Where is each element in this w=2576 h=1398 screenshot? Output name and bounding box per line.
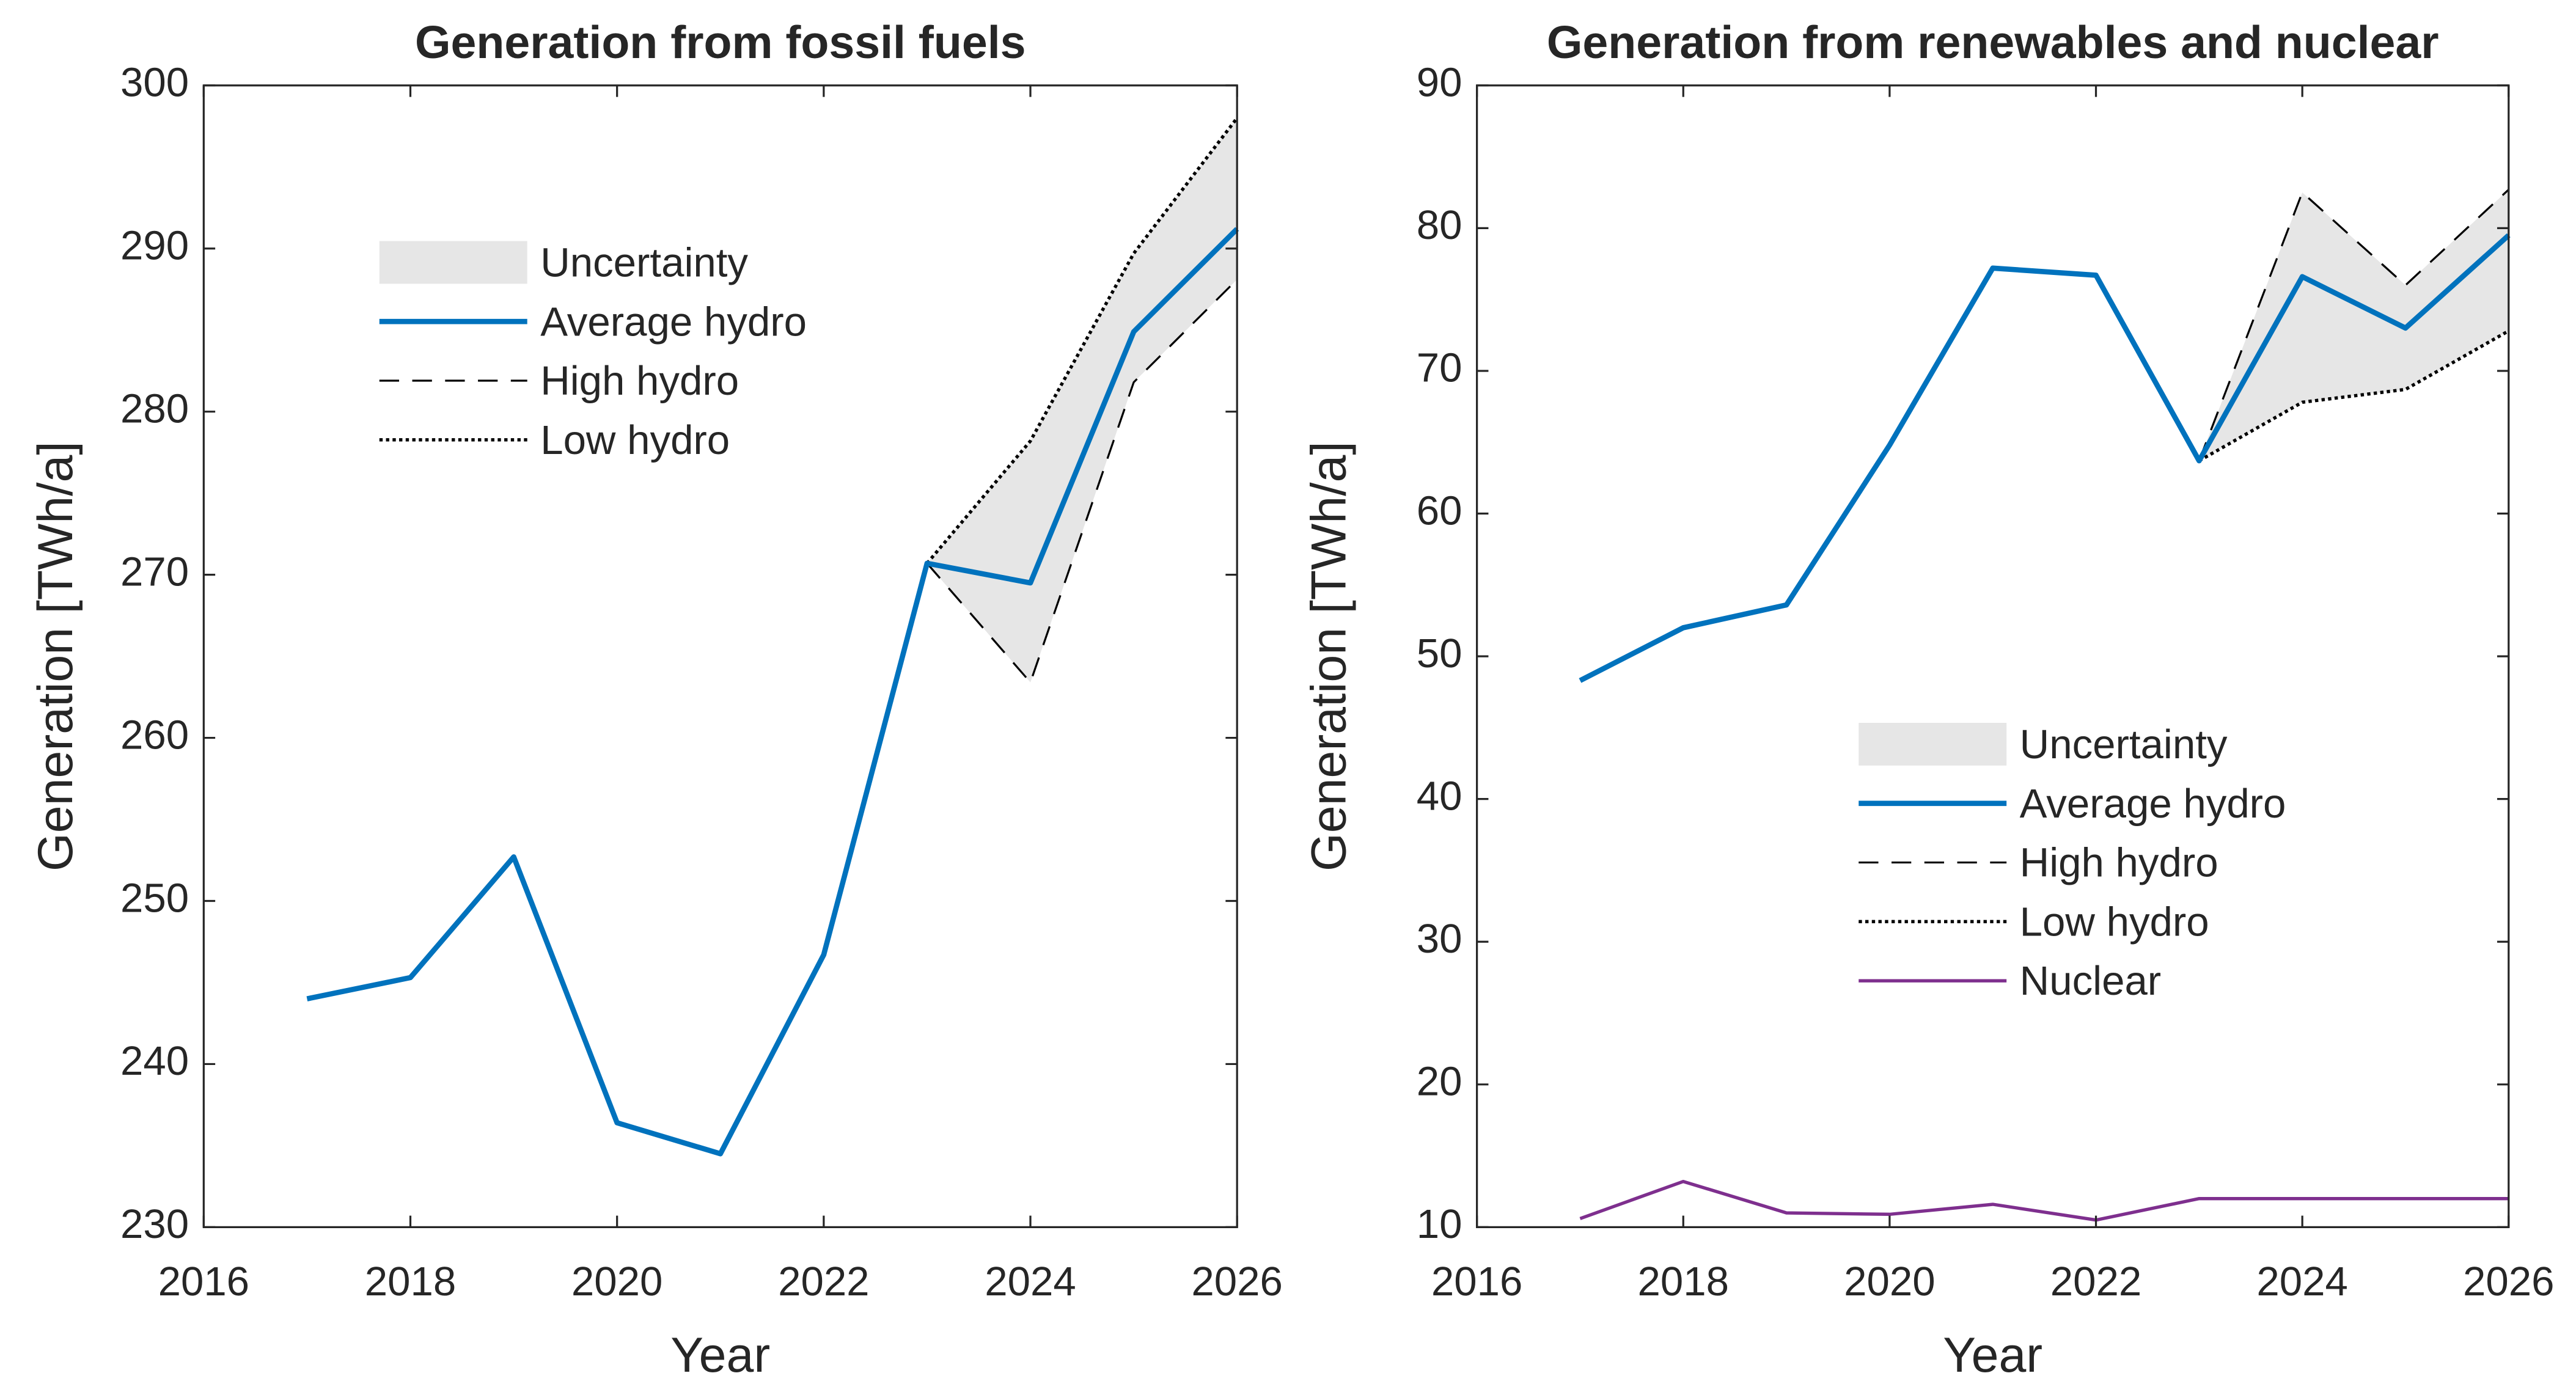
legend-swatch xyxy=(1859,723,2007,766)
x-tick-label: 2020 xyxy=(1844,1259,1935,1305)
chart-title: Generation from fossil fuels xyxy=(415,16,1026,68)
legend-label: Uncertainty xyxy=(2020,722,2228,767)
series-line xyxy=(926,279,1238,684)
y-axis-label: Generation [TWh/a] xyxy=(1301,441,1356,871)
axes: Generation from fossil fuels 230 240 250 260… xyxy=(28,16,1283,1383)
series-line xyxy=(1579,233,2511,683)
legend: Uncertainty Average hydro High hydro Low hy… xyxy=(1859,722,2286,1004)
y-tick-label: 90 xyxy=(1417,60,1462,106)
y-tick-label: 20 xyxy=(1417,1059,1462,1105)
x-tick-label: 2026 xyxy=(1191,1259,1282,1305)
y-tick-label: 230 xyxy=(120,1201,189,1247)
x-tick-label: 2026 xyxy=(2463,1259,2554,1305)
legend-label: Low hydro xyxy=(540,417,730,463)
legend-label: Average hydro xyxy=(540,299,807,345)
series-line xyxy=(2198,329,2510,463)
x-tick-label: 2016 xyxy=(158,1259,249,1305)
y-tick-label: 70 xyxy=(1417,345,1462,391)
y-tick-label: 250 xyxy=(120,875,189,921)
series-line xyxy=(2198,189,2509,461)
y-tick-label: 60 xyxy=(1417,488,1462,533)
series-line xyxy=(925,117,1239,565)
x-tick-label: 2020 xyxy=(571,1259,662,1305)
uncertainty-area xyxy=(2199,189,2509,461)
legend-label: Average hydro xyxy=(2020,781,2286,827)
y-tick-label: 10 xyxy=(1417,1201,1462,1247)
x-tick-label: 2018 xyxy=(1638,1259,1729,1305)
axes-box xyxy=(202,84,1238,1228)
legend-label: High hydro xyxy=(540,358,739,404)
y-tick-label: 50 xyxy=(1417,631,1462,676)
x-tick-label: 2016 xyxy=(1431,1259,1522,1305)
x-axis-label: Year xyxy=(1943,1328,2042,1383)
legend-swatch xyxy=(379,241,527,284)
x-tick-label: 2018 xyxy=(365,1259,456,1305)
x-tick-label: 2024 xyxy=(2256,1259,2347,1305)
legend: Uncertainty Average hydro High hydro Low hy… xyxy=(379,240,807,463)
y-tick-label: 290 xyxy=(120,222,189,268)
y-axis-label: Generation [TWh/a] xyxy=(28,441,83,871)
y-tick-label: 80 xyxy=(1417,202,1462,248)
legend-label: High hydro xyxy=(2020,840,2218,886)
axes: Generation from renewables and nuclear 10… xyxy=(1301,16,2554,1383)
y-tick-label: 260 xyxy=(120,712,189,758)
x-axis-label: Year xyxy=(670,1328,770,1383)
x-tick-label: 2024 xyxy=(985,1259,1076,1305)
x-tick-label: 2022 xyxy=(2050,1259,2141,1305)
series-line xyxy=(306,227,1239,1157)
series-line xyxy=(1579,1179,2509,1222)
uncertainty-area xyxy=(927,118,1238,683)
y-tick-label: 300 xyxy=(120,60,189,106)
y-tick-label: 40 xyxy=(1417,773,1462,819)
y-tick-label: 30 xyxy=(1417,916,1462,962)
y-tick-label: 280 xyxy=(120,386,189,431)
chart-title: Generation from renewables and nuclear xyxy=(1547,16,2439,68)
y-tick-label: 240 xyxy=(120,1038,189,1084)
y-tick-label: 270 xyxy=(120,549,189,595)
x-tick-label: 2022 xyxy=(778,1259,869,1305)
legend-label: Nuclear xyxy=(2020,958,2161,1004)
legend-label: Uncertainty xyxy=(540,240,748,286)
legend-label: Low hydro xyxy=(2020,899,2209,945)
